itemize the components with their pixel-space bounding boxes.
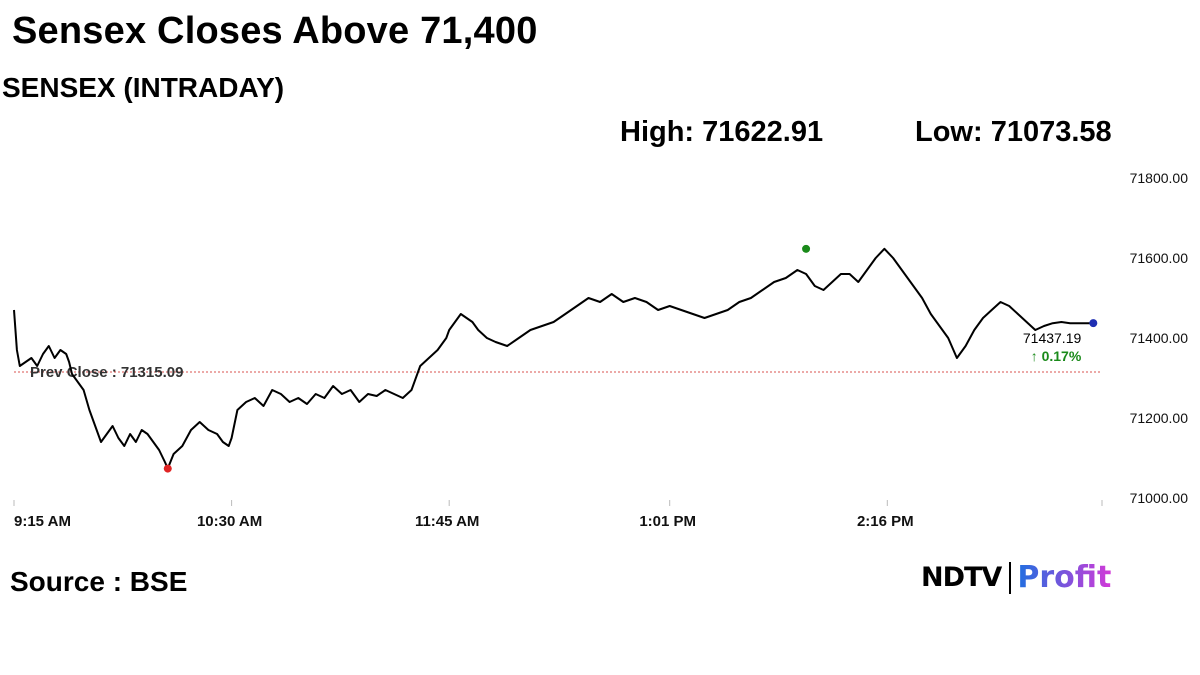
x-tick-label: 2:16 PM [857, 513, 914, 530]
high-value-label: High: 71622.91 [620, 116, 824, 148]
logo-ndtv-text: NDTV [921, 562, 1002, 593]
x-tick-label: 1:01 PM [639, 513, 696, 530]
ndtv-profit-logo: NDTV Profit [921, 560, 1111, 595]
sensex-intraday-chart: Prev Close : 71315.09 71437.19 ↑ 0.17% 7… [13, 170, 1189, 530]
sensex-price-line [13, 247, 1094, 470]
last-price-label: 71437.19 [1023, 330, 1082, 346]
high-marker [802, 244, 811, 253]
x-tick-label: 11:45 AM [415, 513, 479, 530]
chart-subtitle: SENSEX (INTRADAY) [2, 72, 285, 103]
logo-divider [1009, 561, 1012, 594]
low-marker [163, 464, 172, 473]
x-axis-ticks: 9:15 AM 10:30 AM 11:45 AM 1:01 PM 2:16 PM [14, 513, 914, 530]
y-axis-ticks: 71000.00 71200.00 71400.00 71600.00 71800.00 [1130, 170, 1189, 506]
logo-profit-text: Profit [1017, 560, 1112, 595]
y-tick-label: 71600.00 [1130, 250, 1189, 266]
x-tick-label: 9:15 AM [14, 513, 71, 530]
change-percent-label: ↑ 0.17% [1031, 348, 1082, 364]
low-value-label: Low: 71073.58 [915, 116, 1112, 148]
last-price-marker [1089, 319, 1098, 328]
prev-close-label: Prev Close : 71315.09 [30, 364, 183, 381]
chart-title: Sensex Closes Above 71,400 [12, 10, 538, 52]
y-tick-label: 71800.00 [1130, 170, 1189, 186]
y-tick-label: 71000.00 [1130, 490, 1189, 506]
x-tick-marks [13, 500, 1103, 506]
x-tick-label: 10:30 AM [197, 513, 262, 530]
y-tick-label: 71400.00 [1130, 330, 1189, 346]
y-tick-label: 71200.00 [1130, 410, 1189, 426]
source-label: Source : BSE [10, 566, 188, 597]
